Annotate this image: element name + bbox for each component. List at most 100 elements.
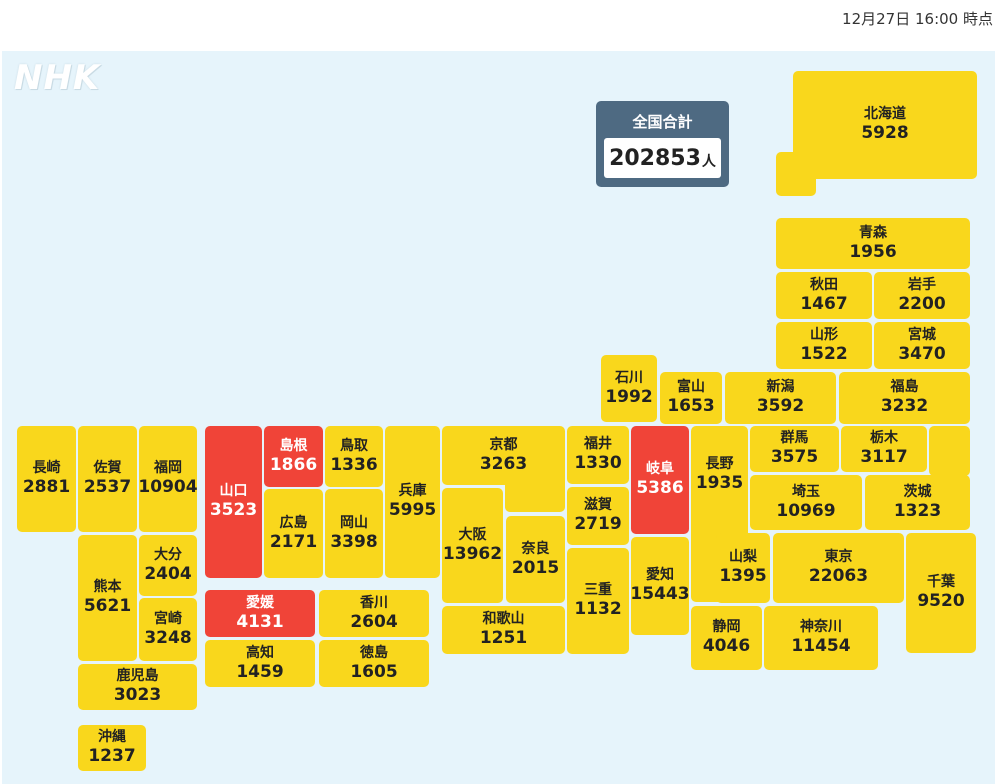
prefecture-count: 1336 xyxy=(330,454,378,475)
prefecture-miyagi[interactable]: 宮城 3470 xyxy=(874,322,970,369)
national-total-value-box: 202853 人 xyxy=(604,138,721,178)
prefecture-count: 3470 xyxy=(898,343,946,364)
prefecture-kumamoto[interactable]: 熊本 5621 xyxy=(78,535,137,661)
prefecture-kagawa[interactable]: 香川 2604 xyxy=(319,590,429,637)
prefecture-name: 佐賀 xyxy=(93,460,122,477)
prefecture-nara[interactable]: 奈良 2015 xyxy=(506,516,565,603)
prefecture-count: 5995 xyxy=(388,500,437,521)
prefecture-name: 香川 xyxy=(360,594,388,611)
prefecture-fukui[interactable]: 福井 1330 xyxy=(567,426,629,484)
prefecture-count: 1251 xyxy=(479,628,528,649)
prefecture-kagoshima[interactable]: 鹿児島 3023 xyxy=(78,664,197,710)
prefecture-tochigi[interactable]: 栃木 3117 xyxy=(841,426,927,472)
prefecture-name: 栃木 xyxy=(870,430,898,447)
prefecture-hiroshima[interactable]: 広島 2171 xyxy=(264,489,323,578)
prefecture-yamagata[interactable]: 山形 1522 xyxy=(776,322,872,369)
prefecture-count: 2881 xyxy=(22,477,71,498)
prefecture-shimane[interactable]: 島根 1866 xyxy=(264,426,323,487)
prefecture-chiba[interactable]: 千葉 9520 xyxy=(906,533,976,653)
prefecture-saitama[interactable]: 埼玉 10969 xyxy=(750,475,862,530)
prefecture-name: 島根 xyxy=(279,437,308,454)
prefecture-count: 2171 xyxy=(269,531,318,552)
prefecture-shiga[interactable]: 滋賀 2719 xyxy=(567,487,629,545)
prefecture-hokkaido[interactable]: 北海道 5928 xyxy=(793,71,977,179)
prefecture-count: 3248 xyxy=(144,627,192,648)
prefecture-count: 10969 xyxy=(776,500,836,521)
prefecture-saga[interactable]: 佐賀 2537 xyxy=(78,426,137,532)
prefecture-name: 富山 xyxy=(677,379,705,396)
prefecture-name: 東京 xyxy=(824,549,853,566)
prefecture-count: 4046 xyxy=(702,636,751,657)
prefecture-kochi[interactable]: 高知 1459 xyxy=(205,640,315,687)
prefecture-ishikawa[interactable]: 石川 1992 xyxy=(601,355,657,422)
prefecture-count: 2200 xyxy=(898,293,946,314)
prefecture-name: 埼玉 xyxy=(792,483,820,500)
prefecture-ibaraki-north[interactable] xyxy=(929,426,970,476)
prefecture-ehime[interactable]: 愛媛 4131 xyxy=(205,590,315,637)
prefecture-nagasaki[interactable]: 長崎 2881 xyxy=(17,426,76,532)
prefecture-count: 3023 xyxy=(113,685,162,706)
prefecture-count: 3117 xyxy=(860,447,908,468)
prefecture-okayama[interactable]: 岡山 3398 xyxy=(325,489,383,578)
prefecture-kyoto[interactable]: 京都 3263 xyxy=(442,426,565,485)
prefecture-count: 1956 xyxy=(849,241,897,262)
prefecture-count: 1330 xyxy=(574,453,622,474)
prefecture-name: 奈良 xyxy=(521,540,550,557)
prefecture-count: 1459 xyxy=(236,661,284,682)
prefecture-count: 1395 xyxy=(719,566,767,587)
prefecture-name: 大分 xyxy=(154,546,182,563)
prefecture-name: 福井 xyxy=(584,436,612,453)
prefecture-name: 北海道 xyxy=(864,106,906,123)
prefecture-aomori[interactable]: 青森 1956 xyxy=(776,218,970,269)
prefecture-toyama[interactable]: 富山 1653 xyxy=(660,372,722,424)
prefecture-name: 福岡 xyxy=(154,460,182,477)
prefecture-mie[interactable]: 三重 1132 xyxy=(567,548,629,654)
prefecture-name: 鹿児島 xyxy=(116,668,159,685)
prefecture-count: 2015 xyxy=(511,557,560,578)
prefecture-yamaguchi[interactable]: 山口 3523 xyxy=(205,426,262,578)
national-total-label: 全国合計 xyxy=(632,113,693,131)
prefecture-kanagawa[interactable]: 神奈川 11454 xyxy=(764,606,878,670)
prefecture-tokushima[interactable]: 徳島 1605 xyxy=(319,640,429,687)
prefecture-oita[interactable]: 大分 2404 xyxy=(139,535,197,596)
prefecture-count: 1992 xyxy=(605,386,653,407)
prefecture-name: 高知 xyxy=(246,644,274,661)
prefecture-iwate[interactable]: 岩手 2200 xyxy=(874,272,970,319)
prefecture-shizuoka[interactable]: 静岡 4046 xyxy=(691,606,762,670)
prefecture-miyazaki[interactable]: 宮崎 3248 xyxy=(139,598,197,661)
prefecture-fukushima[interactable]: 福島 3232 xyxy=(839,372,970,424)
national-total-value: 202853 xyxy=(609,145,701,171)
prefecture-name: 三重 xyxy=(584,582,612,599)
prefecture-name: 長野 xyxy=(705,456,734,472)
prefecture-tokyo[interactable]: 東京 22063 xyxy=(773,533,904,603)
prefecture-aichi[interactable]: 愛知 15443 xyxy=(630,537,690,635)
prefecture-niigata[interactable]: 新潟 3592 xyxy=(725,372,836,424)
prefecture-name: 熊本 xyxy=(93,579,122,596)
prefecture-okinawa[interactable]: 沖縄 1237 xyxy=(78,725,146,771)
prefecture-gifu[interactable]: 岐阜 5386 xyxy=(631,426,689,534)
prefecture-name: 大阪 xyxy=(458,526,487,543)
prefecture-count: 2404 xyxy=(144,563,192,584)
prefecture-count: 1866 xyxy=(269,454,318,475)
prefecture-gunma[interactable]: 群馬 3575 xyxy=(750,426,839,472)
prefecture-count: 1467 xyxy=(800,293,848,314)
prefecture-wakayama[interactable]: 和歌山 1251 xyxy=(442,606,565,654)
prefecture-count: 4131 xyxy=(236,611,284,632)
prefecture-name: 宮崎 xyxy=(154,610,182,627)
prefecture-tottori[interactable]: 鳥取 1336 xyxy=(325,426,383,487)
prefecture-akita[interactable]: 秋田 1467 xyxy=(776,272,872,319)
prefecture-osaka[interactable]: 大阪 13962 xyxy=(442,488,503,603)
prefecture-count: 22063 xyxy=(808,566,869,587)
prefecture-count: 9520 xyxy=(917,591,965,612)
prefecture-fukuoka[interactable]: 福岡 10904 xyxy=(138,426,198,532)
prefecture-hyogo[interactable]: 兵庫 5995 xyxy=(385,426,440,578)
prefecture-name: 千葉 xyxy=(927,574,955,591)
prefecture-name: 徳島 xyxy=(360,644,388,661)
prefecture-name: 群馬 xyxy=(780,430,809,447)
prefecture-kyoto-south[interactable] xyxy=(505,480,565,512)
prefecture-count: 1935 xyxy=(695,473,744,494)
prefecture-yamanashi[interactable]: 山梨 1395 xyxy=(716,533,770,603)
prefecture-count: 13962 xyxy=(442,543,503,564)
prefecture-ibaraki[interactable]: 茨城 1323 xyxy=(865,475,970,530)
prefecture-count: 1132 xyxy=(574,599,622,620)
